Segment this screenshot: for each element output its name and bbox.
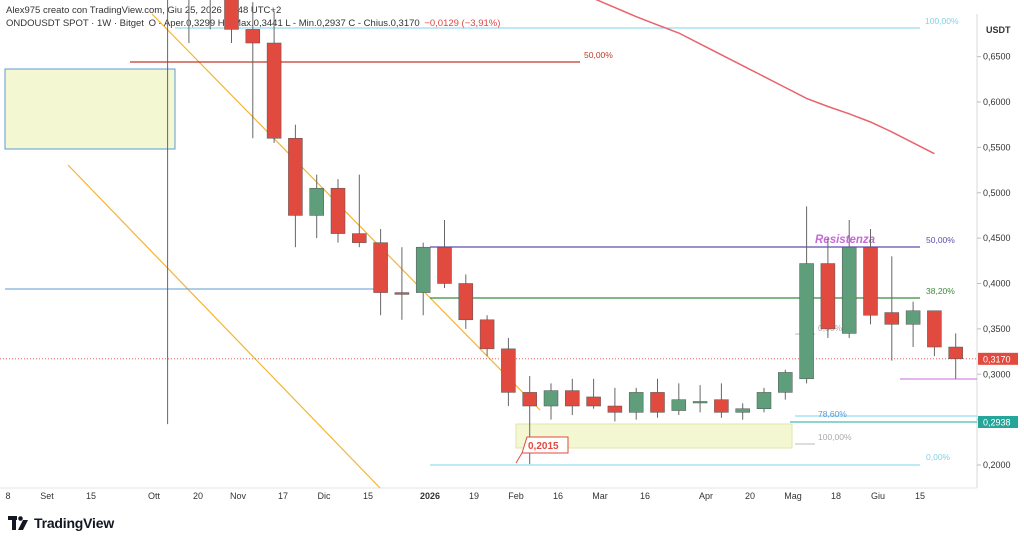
y-tick-label: 0,3500 — [983, 324, 1011, 334]
x-tick-label: Dic — [318, 491, 331, 501]
y-tick-label: 0,5500 — [983, 142, 1011, 152]
last-price-tag — [978, 352, 1018, 365]
range-box-top — [4, 68, 176, 150]
candle-body — [352, 233, 367, 243]
candle-body — [905, 310, 921, 325]
candle-body — [437, 246, 452, 284]
candle-body — [692, 401, 708, 404]
candle-body — [394, 292, 410, 295]
x-tick-label: Feb — [508, 491, 524, 501]
candle-body — [309, 187, 324, 216]
x-tick-label: 16 — [553, 491, 563, 501]
x-tick-label: 19 — [469, 491, 479, 501]
candle-body — [415, 246, 431, 293]
y-tick-label: 0,3000 — [983, 369, 1011, 379]
fib-label: 100,00% — [818, 432, 852, 442]
channel-upper-line — [151, 13, 541, 411]
fib-label: 50,00% — [584, 50, 613, 60]
price-callout-label: 0,2015 — [528, 441, 559, 452]
x-tick-label: 15 — [363, 491, 373, 501]
tradingview-logo[interactable]: TradingView — [8, 515, 114, 531]
candle-body — [224, 0, 239, 30]
x-tick-label: Apr — [699, 491, 713, 501]
chart-header: Alex975 creato con TradingView.com, Giu … — [6, 4, 502, 30]
candle-body — [288, 138, 303, 216]
candle-body — [565, 390, 580, 407]
x-tick-label: Mag — [784, 491, 802, 501]
x-tick-label: Nov — [230, 491, 247, 501]
candle-body — [799, 263, 814, 380]
y-tick-label: 0,5000 — [983, 188, 1011, 198]
x-tick-label: 20 — [193, 491, 203, 501]
x-tick-label: Ott — [148, 491, 161, 501]
candle-body — [735, 408, 750, 413]
candle-body — [650, 392, 665, 413]
candle-body — [841, 246, 857, 334]
fib-label: 38,20% — [926, 286, 955, 296]
fib-label: 0,00% — [926, 452, 951, 462]
tradingview-logo-icon — [8, 516, 28, 530]
ohlc-values: O - Aper.0,3299 H - Max.0,3441 L - Min.0… — [148, 18, 420, 29]
candle-body — [373, 242, 388, 293]
moving-average-line — [595, 0, 935, 155]
x-tick-label: 20 — [745, 491, 755, 501]
candle-body — [756, 392, 772, 409]
y-tick-label: 0,6000 — [983, 97, 1011, 107]
symbol-label: ONDOUSDT SPOT · 1W · Bitget — [6, 18, 144, 29]
x-tick-label: Mar — [592, 491, 608, 501]
price-callout-box — [515, 436, 569, 464]
candle-body — [948, 346, 963, 360]
candle-body — [607, 405, 623, 413]
y-axis-title: USDT — [986, 25, 1011, 35]
candle-body — [458, 283, 474, 321]
symbol-line: ONDOUSDT SPOT · 1W · Bitget O - Aper.0,3… — [6, 17, 502, 30]
y-tick-label: 0,4500 — [983, 233, 1011, 243]
candle-body — [927, 310, 942, 348]
candle-body — [884, 312, 900, 325]
support-price-label: 0,2938 — [983, 418, 1011, 428]
last-price-label: 0,3170 — [983, 354, 1011, 364]
candle-body — [778, 372, 793, 393]
x-tick-label: 2026 — [420, 491, 440, 501]
candle-body — [330, 187, 346, 234]
author-line: Alex975 creato con TradingView.com, Giu … — [6, 5, 282, 16]
fib-label: 100,00% — [925, 16, 959, 26]
x-tick-label: Giu — [871, 491, 885, 501]
candle-body — [479, 319, 495, 350]
x-tick-label: 16 — [640, 491, 650, 501]
y-tick-label: 0,4000 — [983, 279, 1011, 289]
resistance-label: Resistenza — [815, 234, 876, 246]
candle-body — [628, 392, 644, 413]
x-tick-label: 15 — [86, 491, 96, 501]
candle-body — [586, 396, 601, 407]
x-tick-label: Set — [40, 491, 54, 501]
price-change: −0,0129 (−3,91%) — [424, 18, 501, 29]
candle-body — [543, 390, 559, 407]
fib-label: 78,60% — [818, 409, 847, 419]
candle-body — [522, 392, 537, 407]
x-tick-label: 18 — [831, 491, 841, 501]
tradingview-logo-text: TradingView — [34, 515, 115, 531]
y-tick-label: 0,2000 — [983, 460, 1011, 470]
fib-label: 50,00% — [926, 235, 955, 245]
x-tick-label: 8 — [5, 491, 10, 501]
channel-lower-line — [67, 164, 381, 489]
candle-body — [671, 399, 687, 411]
candle-body — [501, 348, 516, 393]
x-tick-label: 15 — [915, 491, 925, 501]
candle-body — [266, 42, 282, 139]
x-tick-label: 17 — [278, 491, 288, 501]
candle-body — [245, 29, 261, 44]
support-price-tag — [978, 416, 1018, 428]
candle-body — [863, 246, 878, 316]
candle-body — [820, 263, 836, 330]
y-tick-label: 0,6500 — [983, 52, 1011, 62]
candle-body — [714, 399, 729, 413]
